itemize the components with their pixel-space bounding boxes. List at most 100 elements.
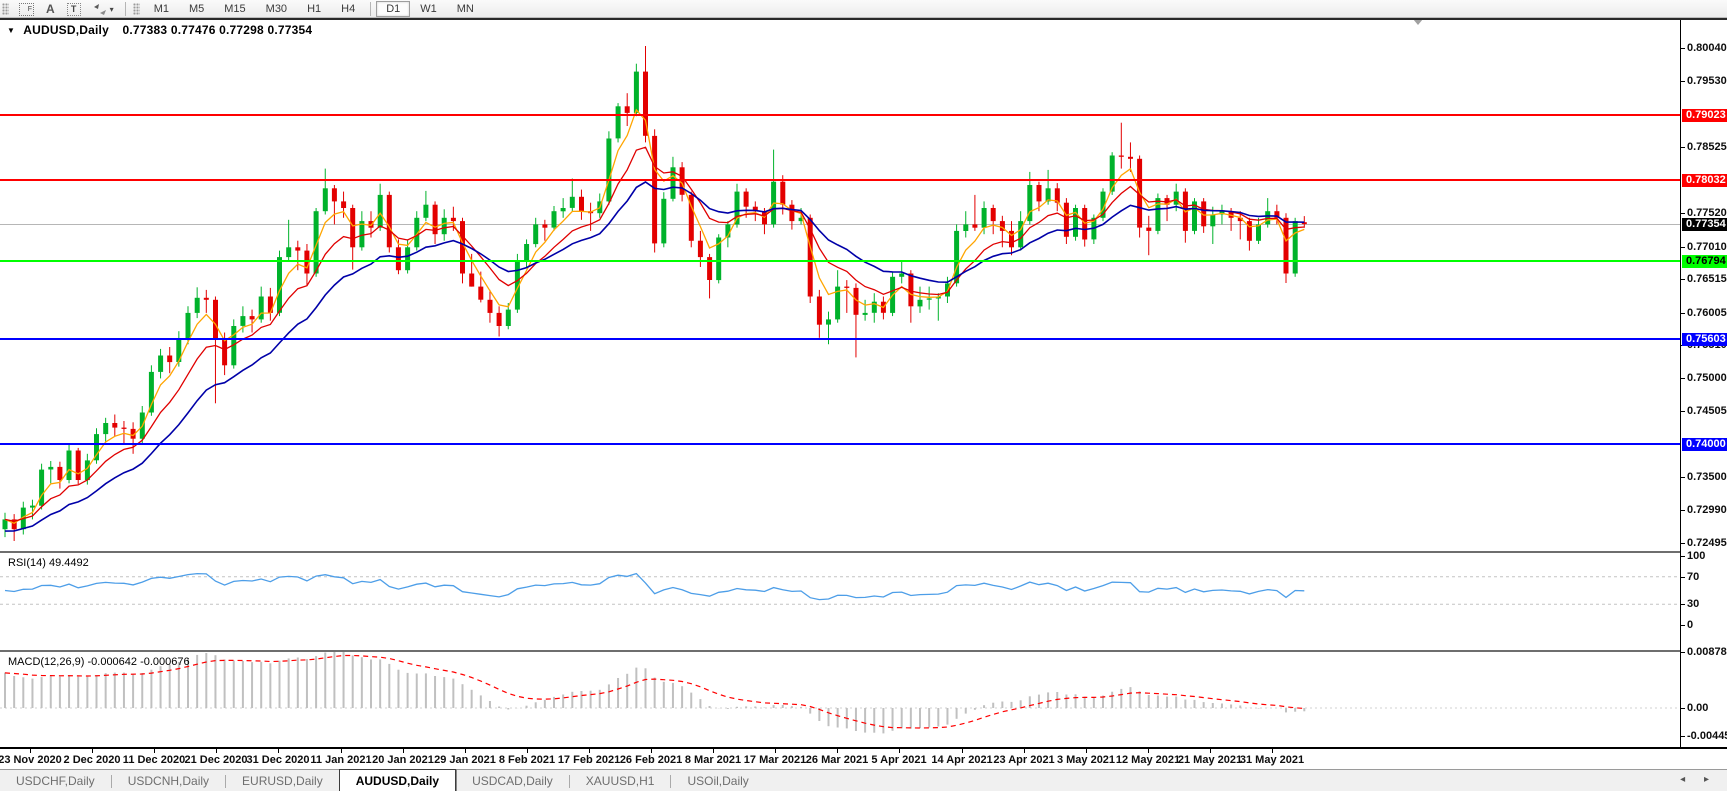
timeframe-button-m30[interactable]: M30 bbox=[256, 1, 297, 17]
arrows-icon bbox=[93, 4, 106, 15]
time-axis-label: 23 Apr 2021 bbox=[993, 754, 1055, 766]
axis-tick-label: 0.79530 bbox=[1687, 75, 1727, 87]
time-axis: 23 Nov 2020 2 Dec 2020 11 Dec 2020 21 Dec 2… bbox=[0, 747, 1727, 769]
time-axis-label: 31 May 2021 bbox=[1239, 754, 1305, 766]
toolbar: F A T ▾ M1 M5 M15 M30 H1 H4 D1 W1 MN bbox=[0, 0, 1727, 20]
price-tag: 0.74000 bbox=[1682, 438, 1727, 451]
axis-tick bbox=[1681, 378, 1685, 379]
timeframe-button-mn[interactable]: MN bbox=[447, 1, 484, 17]
axis-tick bbox=[1681, 147, 1685, 148]
axis-tick bbox=[1681, 279, 1685, 280]
macd-chart-canvas[interactable] bbox=[0, 652, 1680, 747]
chart-tab-xauusd[interactable]: XAUUSD,H1 bbox=[585, 774, 655, 788]
timeframe-button-w1[interactable]: W1 bbox=[410, 1, 447, 17]
text-label-icon: T bbox=[66, 2, 81, 16]
chart-tab-usdcnh[interactable]: USDCNH,Daily bbox=[127, 774, 210, 788]
time-axis-label: 26 Mar 2021 bbox=[805, 754, 869, 766]
axis-tick bbox=[1681, 736, 1685, 737]
support-resistance-line[interactable] bbox=[0, 443, 1680, 445]
axis-tick-label: 70 bbox=[1687, 571, 1700, 583]
time-axis-tick bbox=[1024, 749, 1025, 753]
axis-tick bbox=[1681, 48, 1685, 49]
tab-scroll-arrows[interactable]: ◂ ▸ bbox=[1680, 774, 1717, 785]
time-axis-label: 21 May 2021 bbox=[1177, 754, 1243, 766]
time-axis-tick bbox=[713, 749, 714, 753]
indicator-grid-icon: F bbox=[19, 2, 34, 16]
expand-triangle-icon: ▼ bbox=[7, 26, 16, 35]
price-tag: 0.79023 bbox=[1682, 109, 1727, 122]
axis-tick bbox=[1681, 652, 1685, 653]
tab-separator bbox=[110, 774, 112, 788]
time-axis-label: 17 Feb 2021 bbox=[557, 754, 621, 766]
timeframe-button-m15[interactable]: M15 bbox=[214, 1, 255, 17]
axis-tick bbox=[1681, 708, 1685, 709]
axis-tick-label: 0.76005 bbox=[1687, 307, 1727, 319]
text-label-tool-button[interactable]: T bbox=[61, 1, 87, 17]
arrow-objects-button[interactable]: ▾ bbox=[87, 1, 120, 17]
time-axis-label: 26 Feb 2021 bbox=[619, 754, 683, 766]
time-axis-label: 23 Nov 2020 bbox=[0, 754, 62, 766]
time-axis-tick bbox=[1272, 749, 1273, 753]
time-axis-tick bbox=[1086, 749, 1087, 753]
timeframe-button-m5[interactable]: M5 bbox=[179, 1, 214, 17]
timeframe-group: M1 M5 M15 M30 H1 H4 D1 W1 MN bbox=[144, 1, 484, 17]
axis-tick-label: 0.74505 bbox=[1687, 405, 1727, 417]
macd-label: MACD(12,26,9) -0.000642 -0.000676 bbox=[8, 656, 190, 668]
chart-tab-bar: USDCHF,Daily USDCNH,Daily EURUSD,Daily AUDU… bbox=[0, 769, 1727, 791]
timeframe-button-m1[interactable]: M1 bbox=[144, 1, 179, 17]
time-axis-label: 14 Apr 2021 bbox=[931, 754, 993, 766]
chart-tab-usdchf[interactable]: USDCHF,Daily bbox=[16, 774, 95, 788]
time-axis-tick bbox=[899, 749, 900, 753]
rsi-chart-canvas[interactable] bbox=[0, 553, 1680, 650]
axis-tick-label: 0 bbox=[1687, 619, 1694, 631]
rsi-label: RSI(14) 49.4492 bbox=[8, 557, 89, 569]
axis-tick-label: 30 bbox=[1687, 598, 1700, 610]
time-axis-tick bbox=[465, 749, 466, 753]
bid-price-line bbox=[0, 224, 1680, 225]
panel-separator[interactable] bbox=[0, 650, 1680, 652]
time-axis-tick bbox=[1210, 749, 1211, 753]
axis-tick bbox=[1681, 81, 1685, 82]
time-axis-label: 2 Dec 2020 bbox=[63, 754, 121, 766]
timeframe-button-h1[interactable]: H1 bbox=[297, 1, 331, 17]
time-axis-label: 12 May 2021 bbox=[1115, 754, 1181, 766]
support-resistance-line[interactable] bbox=[0, 114, 1680, 116]
chevron-down-icon: ▾ bbox=[109, 4, 114, 14]
time-axis-tick bbox=[527, 749, 528, 753]
indicator-list-button[interactable]: F bbox=[13, 1, 40, 17]
time-axis-label: 17 Mar 2021 bbox=[743, 754, 807, 766]
timeframe-button-h4[interactable]: H4 bbox=[331, 1, 365, 17]
support-resistance-line[interactable] bbox=[0, 179, 1680, 181]
panel-separator[interactable] bbox=[0, 551, 1680, 553]
axis-tick-label: 0.00 bbox=[1687, 702, 1709, 714]
support-resistance-line[interactable] bbox=[0, 260, 1680, 262]
timeframe-button-d1[interactable]: D1 bbox=[376, 1, 411, 17]
time-axis-tick bbox=[589, 749, 590, 753]
time-axis-tick bbox=[962, 749, 963, 753]
chart-tab-usdcad[interactable]: USDCAD,Daily bbox=[472, 774, 553, 788]
chart-tab-audusd[interactable]: AUDUSD,Daily bbox=[338, 769, 457, 791]
price-chart-canvas[interactable] bbox=[0, 18, 1680, 551]
time-axis-tick bbox=[1148, 749, 1149, 753]
chart-tab-usoil[interactable]: USOil,Daily bbox=[687, 774, 749, 788]
chart-tab-eurusd[interactable]: EURUSD,Daily bbox=[242, 774, 323, 788]
chart-symbol-label: AUDUSD,Daily bbox=[23, 23, 109, 37]
axis-tick bbox=[1681, 556, 1685, 557]
axis-tick-label: 100 bbox=[1687, 550, 1706, 562]
tab-separator bbox=[225, 774, 227, 788]
text-tool-button[interactable]: A bbox=[40, 1, 61, 17]
time-axis-label: 20 Jan 2021 bbox=[372, 754, 434, 766]
text-a-icon: A bbox=[46, 2, 55, 16]
price-axis: 0.80040 0.79530 0.78525 0.77520 0.77010 0.765… bbox=[1680, 18, 1727, 749]
toolbar-grip[interactable] bbox=[132, 3, 140, 15]
axis-tick bbox=[1681, 247, 1685, 248]
time-axis-label: 8 Feb 2021 bbox=[498, 754, 556, 766]
toolbar-separator bbox=[370, 2, 372, 16]
time-axis-label: 29 Jan 2021 bbox=[434, 754, 496, 766]
time-axis-label: 8 Mar 2021 bbox=[684, 754, 742, 766]
chart-shift-marker-icon[interactable] bbox=[1413, 19, 1423, 25]
toolbar-grip[interactable] bbox=[2, 3, 9, 15]
tab-separator bbox=[670, 774, 672, 788]
support-resistance-line[interactable] bbox=[0, 338, 1680, 340]
time-axis-label: 11 Jan 2021 bbox=[310, 754, 372, 766]
